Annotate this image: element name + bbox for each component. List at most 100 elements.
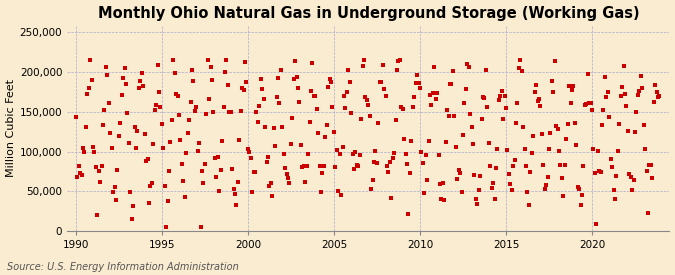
Point [362, 98, 373, 103]
Point [440, 140, 451, 144]
Point [575, 202, 586, 207]
Point [427, 91, 438, 95]
Point [416, 149, 427, 154]
Point [254, 104, 265, 108]
Point [128, 204, 138, 208]
Point [385, 160, 396, 164]
Point [426, 103, 437, 108]
Point [186, 68, 197, 72]
Point [251, 109, 262, 114]
Point [539, 187, 550, 191]
Point [240, 59, 250, 64]
Point [151, 103, 161, 107]
Point [442, 108, 453, 113]
Point [93, 169, 104, 173]
Point [608, 188, 619, 192]
Point [225, 110, 236, 114]
Title: Monthly Ohio Natural Gas in Underground Storage (Working Gas): Monthly Ohio Natural Gas in Underground … [97, 6, 639, 21]
Point [190, 109, 200, 113]
Point [317, 171, 328, 175]
Point [302, 152, 313, 156]
Point [188, 79, 199, 83]
Point [555, 162, 566, 167]
Point [548, 90, 559, 94]
Point [406, 139, 416, 144]
Point [446, 82, 457, 86]
Point [158, 146, 169, 150]
Point [389, 150, 400, 155]
Point [620, 92, 630, 96]
Point [604, 115, 615, 119]
Point [165, 140, 176, 145]
Point [572, 185, 583, 189]
Point [402, 162, 412, 167]
Point [431, 97, 441, 101]
Point [290, 59, 300, 63]
Point [627, 188, 638, 192]
Point [486, 186, 497, 190]
Point [496, 89, 507, 93]
Point [387, 156, 398, 160]
Point [562, 122, 573, 127]
Point [398, 107, 408, 112]
Point [547, 78, 558, 83]
Point [184, 118, 194, 122]
Point [346, 111, 356, 115]
Point [607, 164, 618, 169]
Point [103, 101, 114, 105]
Point [202, 58, 213, 62]
Point [612, 148, 623, 153]
Point [535, 103, 546, 108]
Point [556, 176, 567, 180]
Point [181, 151, 192, 155]
Point [514, 65, 524, 70]
Point [171, 92, 182, 96]
Point [245, 156, 256, 160]
Point [241, 80, 252, 84]
Point [217, 139, 227, 143]
Point [136, 71, 147, 75]
Point [491, 166, 502, 170]
Point [350, 150, 361, 155]
Point [506, 188, 517, 192]
Point [287, 116, 298, 121]
Point [390, 118, 401, 123]
Point [366, 187, 377, 191]
Point [198, 181, 209, 185]
Point [429, 64, 439, 69]
Point [545, 131, 556, 135]
Point [284, 180, 295, 185]
Point [579, 103, 590, 107]
Point [139, 132, 150, 137]
Point [294, 100, 305, 104]
Point [121, 82, 132, 86]
Point [242, 147, 253, 151]
Point [526, 151, 537, 156]
Point [331, 147, 342, 152]
Point [597, 123, 608, 127]
Point [90, 165, 101, 170]
Point [449, 114, 460, 119]
Point [304, 120, 315, 124]
Point [508, 164, 518, 168]
Point [356, 117, 367, 121]
Point [644, 163, 655, 167]
Point [380, 94, 391, 98]
Point [373, 121, 384, 125]
Point [354, 153, 365, 157]
Point [499, 94, 510, 98]
Point [492, 147, 503, 152]
Point [297, 164, 308, 169]
Point [231, 202, 242, 207]
Point [437, 181, 448, 185]
Point [144, 201, 155, 206]
Point [148, 142, 159, 146]
Point [306, 88, 317, 93]
Point [443, 114, 454, 119]
Point [504, 172, 514, 176]
Point [367, 178, 378, 183]
Point [576, 193, 587, 197]
Point [512, 101, 523, 105]
Point [452, 177, 462, 181]
Point [458, 133, 468, 138]
